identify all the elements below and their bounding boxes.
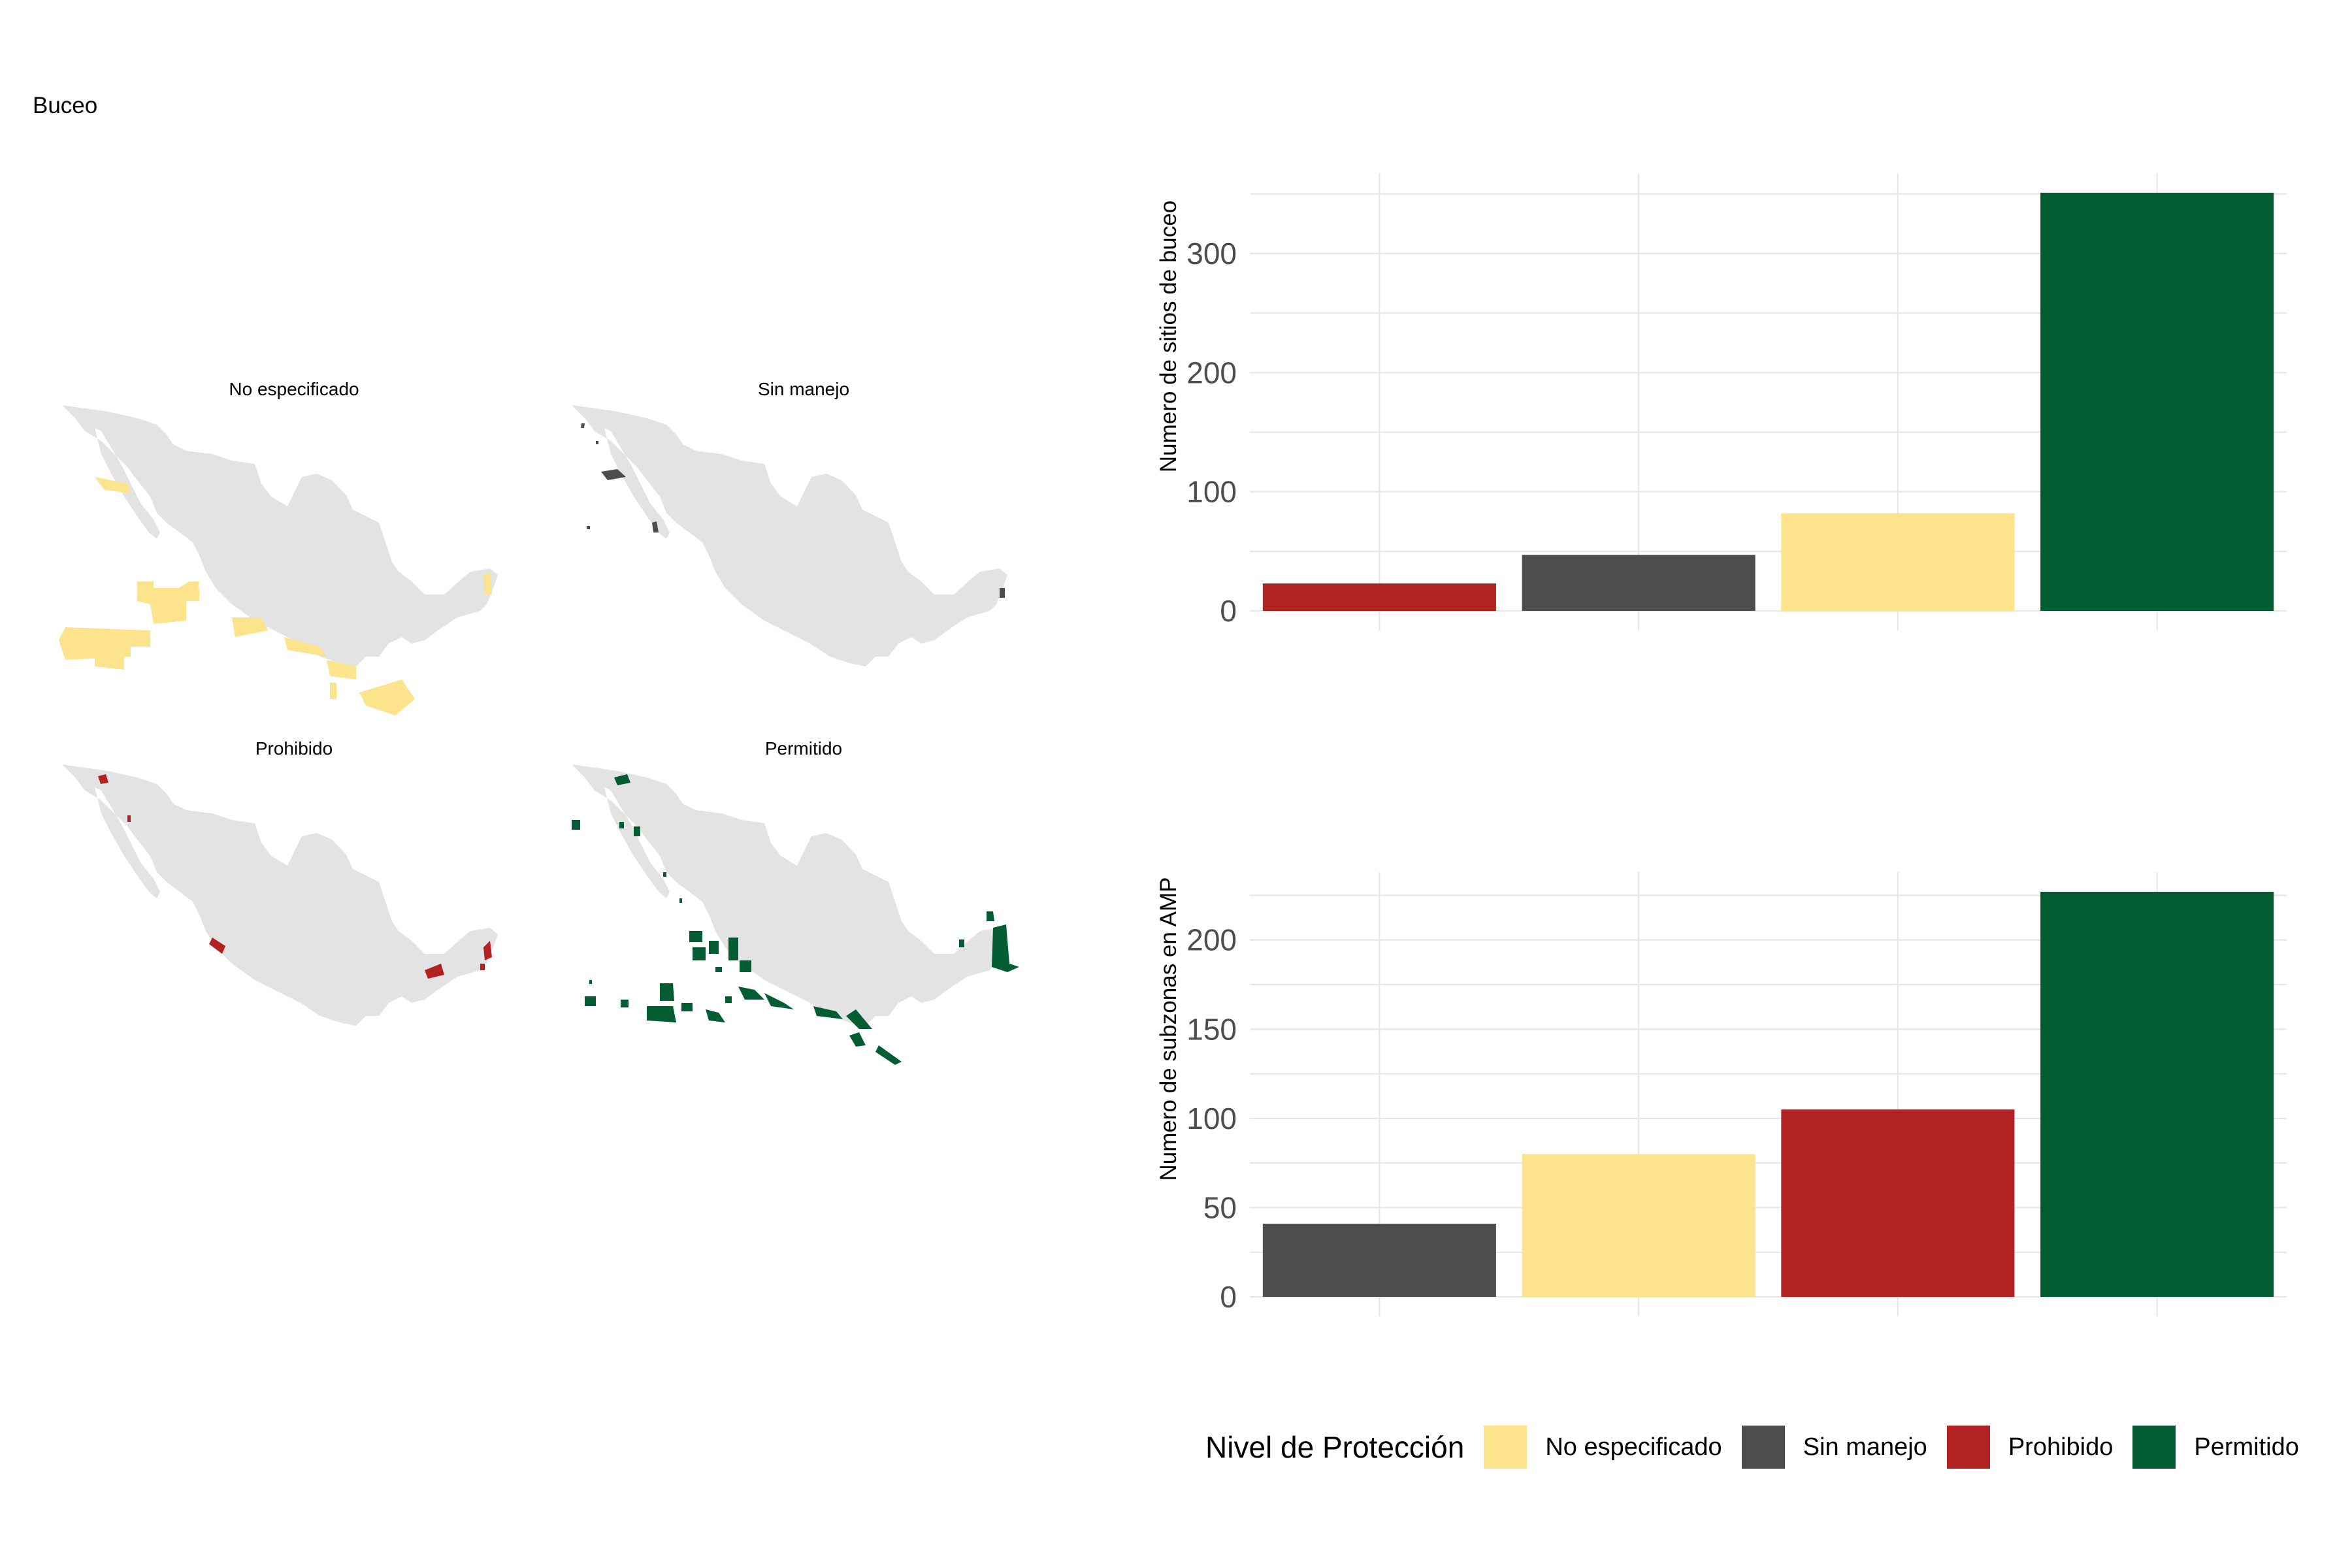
legend-label: Prohibido [2008,1433,2114,1461]
y-tick-label: 0 [1220,1280,1237,1314]
bar-permitido [2040,193,2274,611]
map-panel-title: Sin manejo [757,379,850,399]
y-axis-label: Numero de subzonas en AMP [1156,877,1181,1181]
map-panel-sin-manejo: Sin manejo [568,379,1039,745]
legend-label: Permitido [2194,1433,2299,1461]
legend-swatch [1946,1426,1990,1469]
map-panel-prohibido: Prohibido [59,738,529,1104]
legend-item-sin-manejo: Sin manejo [1741,1426,1927,1469]
legend-item-no-especificado: No especificado [1484,1426,1722,1469]
prohibido-zones [98,774,492,979]
sin-manejo-zones [581,423,1005,598]
y-tick-label: 100 [1186,1102,1237,1135]
map-panel-title: Prohibido [255,738,333,759]
map-panel-title: No especificado [229,379,359,399]
no-especificado-zones [59,477,492,715]
bar-no-especificado [1522,1154,1756,1297]
legend-item-prohibido: Prohibido [1946,1426,2114,1469]
y-tick-label: 100 [1186,475,1237,509]
map-panel-title: Permitido [764,738,843,759]
map-panel-no-especificado: No especificado [59,379,529,745]
legend-swatch [2132,1426,2176,1469]
permitido-zones [572,774,1019,1065]
y-tick-label: 50 [1203,1190,1237,1224]
y-tick-label: 0 [1220,594,1237,628]
legend-title: Nivel de Protección [1205,1430,1465,1464]
bar-sin-manejo [1522,555,1756,611]
mexico-map-sin-manejo [572,405,1007,666]
mexico-map-permitido [572,764,1019,1065]
bar-sin-manejo [1262,1224,1496,1297]
y-tick-label: 200 [1186,923,1237,957]
legend-label: No especificado [1545,1433,1722,1461]
bar-prohibido [1781,1109,2015,1297]
mexico-map-prohibido [62,764,498,1026]
page-title: Buceo [33,93,98,118]
bar-prohibido [1262,583,1496,611]
legend-item-permitido: Permitido [2132,1426,2299,1469]
legend: Nivel de Protección No especificado Sin … [1205,1418,2319,1477]
y-tick-label: 200 [1186,355,1237,389]
y-tick-label: 150 [1186,1012,1237,1046]
legend-label: Sin manejo [1803,1433,1927,1461]
bar-permitido [2040,892,2274,1297]
mexico-map-no-especificado [59,405,498,715]
y-axis-label: Numero de sitios de buceo [1156,201,1181,472]
legend-swatch [1484,1426,1527,1469]
y-tick-label: 300 [1186,237,1237,270]
bar-no-especificado [1781,513,2015,611]
legend-swatch [1741,1426,1785,1469]
map-panel-permitido: Permitido [568,738,1039,1104]
